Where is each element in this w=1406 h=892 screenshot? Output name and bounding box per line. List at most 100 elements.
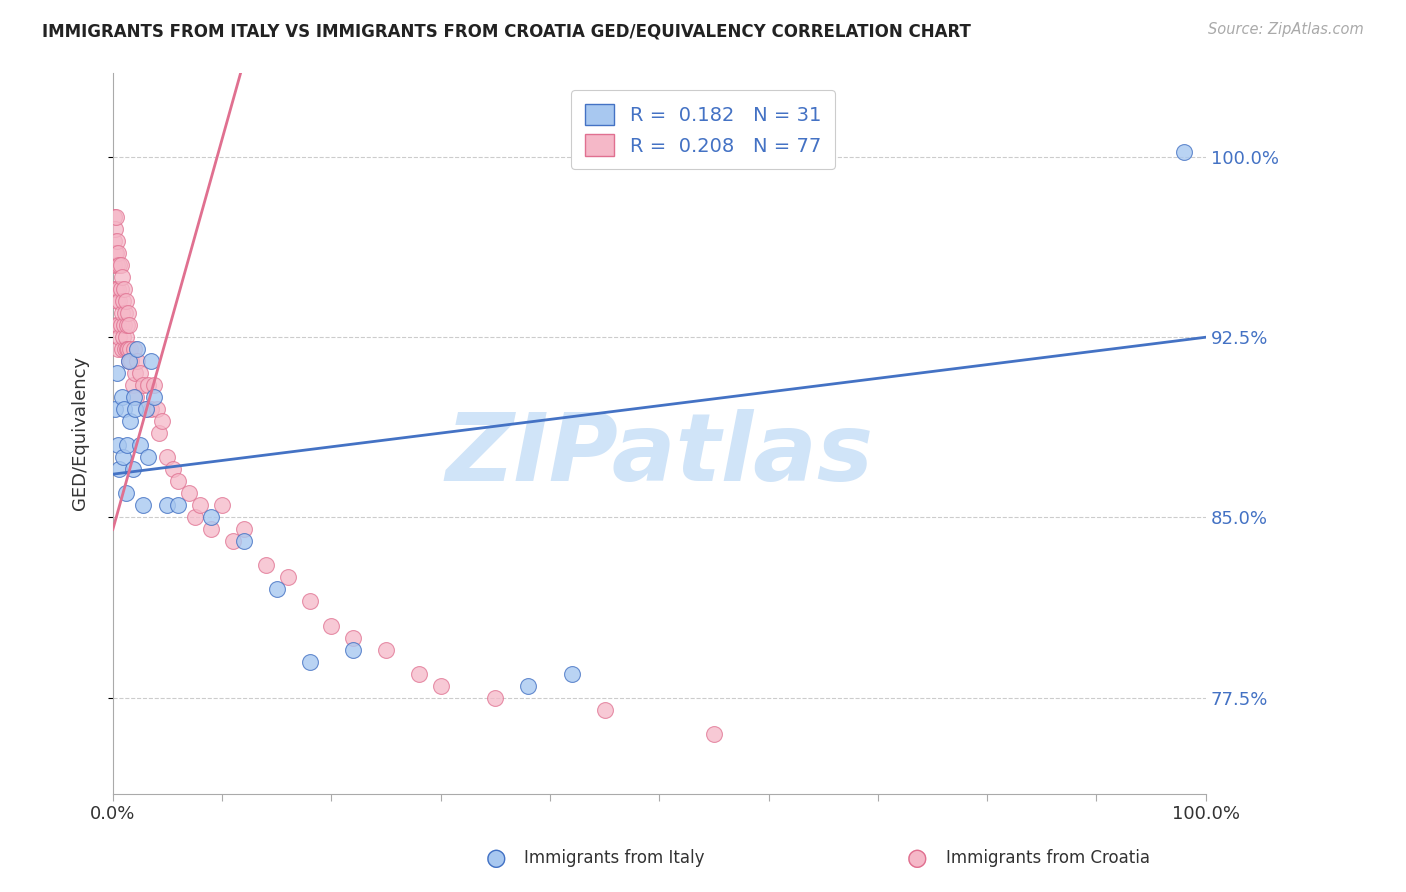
- Point: [120, 343, 142, 357]
- Point: [120, 414, 142, 428]
- Point: [105, 258, 128, 272]
- Point: [233, 534, 256, 549]
- Point: [135, 402, 157, 417]
- Point: [162, 462, 184, 476]
- Point: [124, 366, 146, 380]
- Point: [115, 438, 138, 452]
- Point: [105, 318, 128, 333]
- Point: [139, 402, 162, 417]
- Point: [266, 582, 288, 597]
- Y-axis label: GED/Equivalency: GED/Equivalency: [72, 356, 89, 510]
- Point: [375, 642, 398, 657]
- Point: [254, 558, 277, 573]
- Point: [117, 306, 139, 320]
- Point: [517, 679, 540, 693]
- Point: [156, 450, 179, 465]
- Point: [156, 499, 179, 513]
- Point: [114, 343, 136, 357]
- Point: [211, 499, 233, 513]
- Point: [143, 378, 166, 392]
- Point: [179, 486, 201, 500]
- Point: [107, 246, 129, 260]
- Point: [129, 438, 152, 452]
- Point: [200, 510, 222, 524]
- Point: [112, 282, 135, 296]
- Point: [121, 378, 143, 392]
- Point: [105, 282, 128, 296]
- Point: [129, 366, 152, 380]
- Point: [118, 354, 141, 368]
- Point: [111, 294, 134, 309]
- Point: [298, 655, 321, 669]
- Point: [110, 343, 132, 357]
- Point: [110, 318, 132, 333]
- Point: [703, 726, 725, 740]
- Point: [112, 402, 135, 417]
- Point: [125, 390, 148, 404]
- Point: [136, 378, 159, 392]
- Text: ○: ○: [485, 847, 506, 870]
- Point: [105, 246, 128, 260]
- Point: [108, 258, 131, 272]
- Point: [107, 343, 129, 357]
- Point: [105, 294, 128, 309]
- Point: [112, 318, 135, 333]
- Point: [136, 450, 159, 465]
- Point: [108, 330, 131, 344]
- Point: [484, 690, 506, 705]
- Point: [103, 258, 125, 272]
- Point: [114, 306, 136, 320]
- Point: [188, 499, 211, 513]
- Point: [115, 343, 138, 357]
- Point: [111, 450, 134, 465]
- Point: [143, 390, 166, 404]
- Point: [107, 318, 129, 333]
- Point: [148, 426, 170, 441]
- Point: [118, 318, 141, 333]
- Point: [121, 462, 143, 476]
- Point: [167, 475, 190, 489]
- Point: [1173, 145, 1195, 160]
- Point: [200, 523, 222, 537]
- Point: [104, 402, 127, 417]
- Point: [115, 486, 138, 500]
- Point: [110, 258, 132, 272]
- Point: [111, 330, 134, 344]
- Point: [429, 679, 451, 693]
- Point: [561, 666, 583, 681]
- Text: Immigrants from Italy: Immigrants from Italy: [523, 849, 704, 867]
- Point: [110, 390, 132, 404]
- Text: Immigrants from Croatia: Immigrants from Croatia: [945, 849, 1150, 867]
- Point: [593, 703, 616, 717]
- Point: [104, 246, 127, 260]
- Point: [342, 642, 364, 657]
- Text: ○: ○: [907, 847, 928, 870]
- Point: [122, 343, 145, 357]
- Point: [233, 523, 256, 537]
- Point: [115, 318, 138, 333]
- Point: [132, 378, 155, 392]
- Point: [167, 499, 190, 513]
- Point: [222, 534, 245, 549]
- Point: [115, 330, 138, 344]
- Point: [108, 462, 131, 476]
- Point: [277, 570, 299, 584]
- Point: [298, 594, 321, 608]
- Point: [107, 438, 129, 452]
- Point: [104, 282, 127, 296]
- Point: [103, 234, 125, 248]
- Point: [103, 210, 125, 224]
- Legend: R =  0.182   N = 31, R =  0.208   N = 77: R = 0.182 N = 31, R = 0.208 N = 77: [571, 90, 835, 169]
- Text: ZIPatlas: ZIPatlas: [446, 409, 873, 501]
- Point: [108, 294, 131, 309]
- Point: [184, 510, 207, 524]
- Point: [105, 210, 128, 224]
- Point: [117, 343, 139, 357]
- Point: [110, 306, 132, 320]
- Point: [132, 499, 155, 513]
- Point: [342, 631, 364, 645]
- Text: ●: ●: [907, 847, 928, 870]
- Point: [115, 294, 138, 309]
- Point: [408, 666, 430, 681]
- Point: [104, 222, 127, 236]
